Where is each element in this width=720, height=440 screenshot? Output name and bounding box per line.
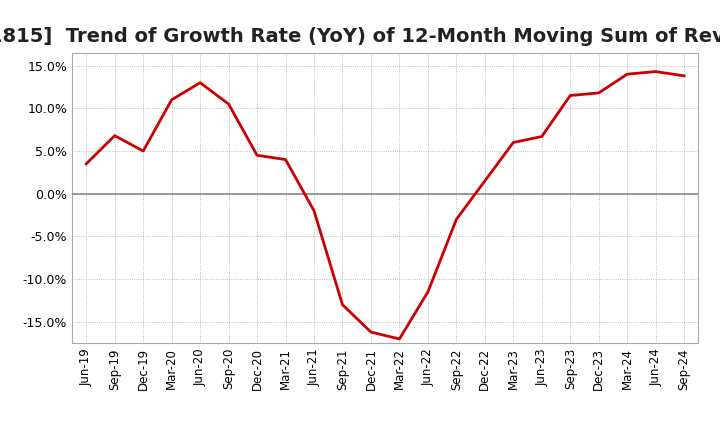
Title: [1815]  Trend of Growth Rate (YoY) of 12-Month Moving Sum of Revenues: [1815] Trend of Growth Rate (YoY) of 12-… — [0, 27, 720, 46]
